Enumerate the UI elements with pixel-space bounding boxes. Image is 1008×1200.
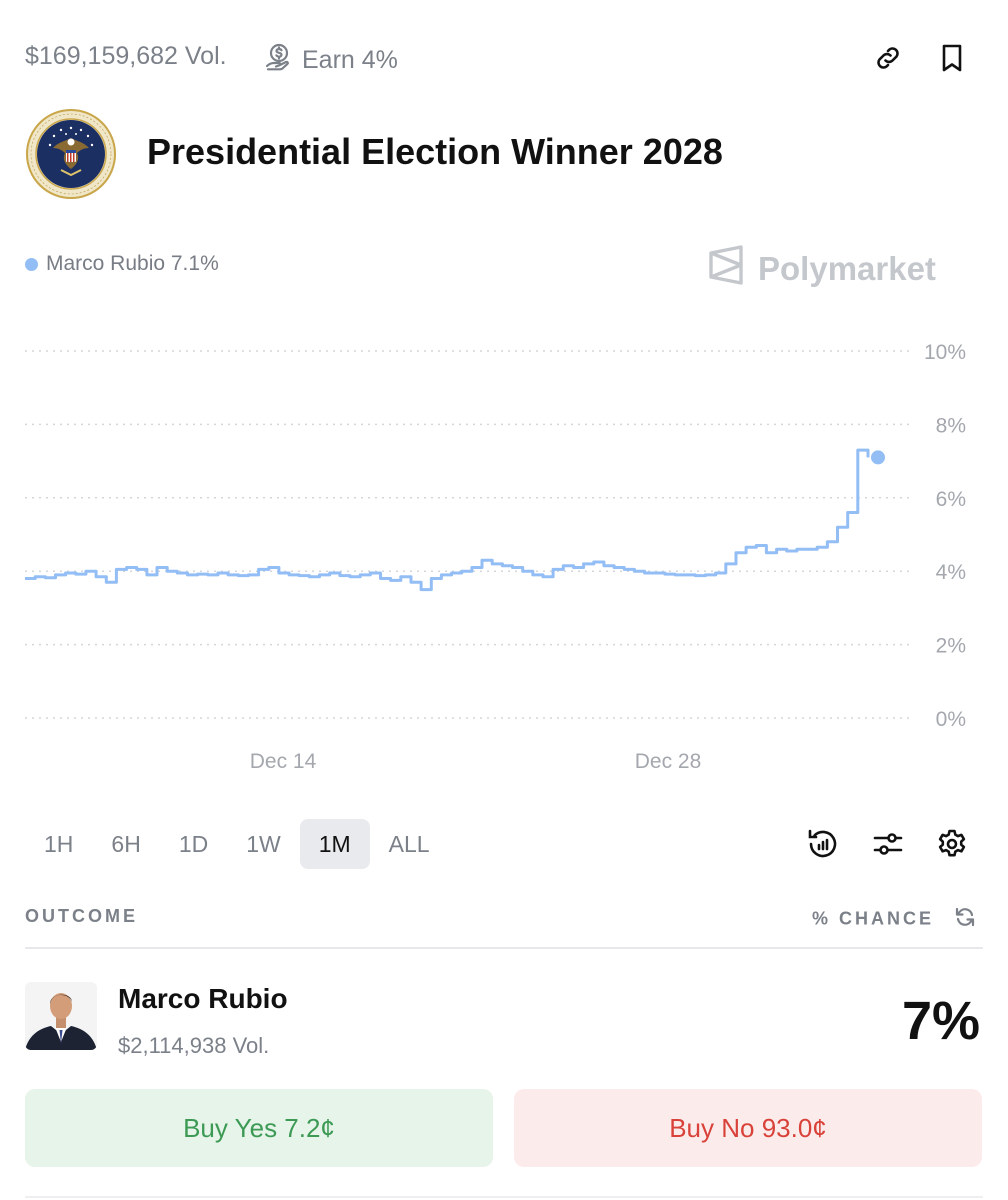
bookmark-icon[interactable] — [932, 38, 972, 78]
series-line-marco-rubio — [25, 448, 870, 592]
table-divider — [25, 947, 983, 949]
refresh-icon[interactable] — [954, 906, 976, 933]
range-all[interactable]: ALL — [388, 830, 430, 857]
range-1w[interactable]: 1W — [246, 830, 281, 857]
series-endpoint-dot — [871, 450, 885, 465]
range-6h[interactable]: 6H — [111, 830, 141, 857]
buy-no-button[interactable]: Buy No 93.0¢ — [514, 1089, 982, 1167]
market-title: Presidential Election Winner 2028 — [147, 131, 723, 172]
price-chart[interactable]: 10% 8% 6% 4% 2% 0% Dec 14 Dec 28 — [0, 320, 1008, 790]
history-icon[interactable] — [803, 824, 843, 864]
outcome-column-header: OUTCOME — [25, 906, 138, 926]
x-tick-label: Dec 14 — [250, 750, 317, 773]
earn-label: Earn 4% — [302, 46, 398, 74]
y-tick-label: 10% — [924, 341, 966, 364]
y-tick-label: 0% — [936, 708, 966, 731]
market-volume: $169,159,682 Vol. — [25, 42, 227, 70]
candidate-chance: 7% — [901, 991, 980, 1051]
polymarket-logo-icon — [708, 244, 744, 294]
row-divider — [25, 1196, 983, 1198]
candidate-avatar — [25, 982, 97, 1050]
y-tick-label: 6% — [936, 488, 966, 511]
y-tick-label: 2% — [936, 635, 966, 658]
buy-yes-button[interactable]: Buy Yes 7.2¢ — [25, 1089, 493, 1167]
legend-label: Marco Rubio 7.1% — [46, 252, 219, 275]
y-tick-label: 4% — [936, 561, 966, 584]
candidate-volume: $2,114,938 Vol. — [118, 1033, 270, 1058]
polymarket-watermark: Polymarket — [708, 244, 936, 294]
range-1m[interactable]: 1M — [299, 819, 370, 869]
presidential-seal-image — [25, 108, 117, 200]
candidate-name[interactable]: Marco Rubio — [118, 983, 288, 1014]
y-tick-label: 8% — [936, 414, 966, 437]
x-tick-label: Dec 28 — [635, 750, 702, 773]
link-icon[interactable] — [868, 38, 908, 78]
range-1h[interactable]: 1H — [44, 830, 74, 857]
range-1d[interactable]: 1D — [178, 830, 209, 857]
chance-column-header: % CHANCE — [812, 906, 976, 933]
coin-hand-icon — [264, 42, 294, 79]
chart-legend: Marco Rubio 7.1% — [25, 252, 219, 276]
earn-badge[interactable]: Earn 4% — [264, 42, 398, 79]
sliders-icon[interactable] — [868, 824, 908, 864]
legend-dot — [25, 257, 38, 271]
time-range-selector: 1H 6H 1D 1W 1M ALL — [25, 819, 449, 869]
chance-header-label: % CHANCE — [812, 908, 935, 929]
gear-icon[interactable] — [932, 824, 972, 864]
polymarket-name: Polymarket — [758, 250, 936, 287]
